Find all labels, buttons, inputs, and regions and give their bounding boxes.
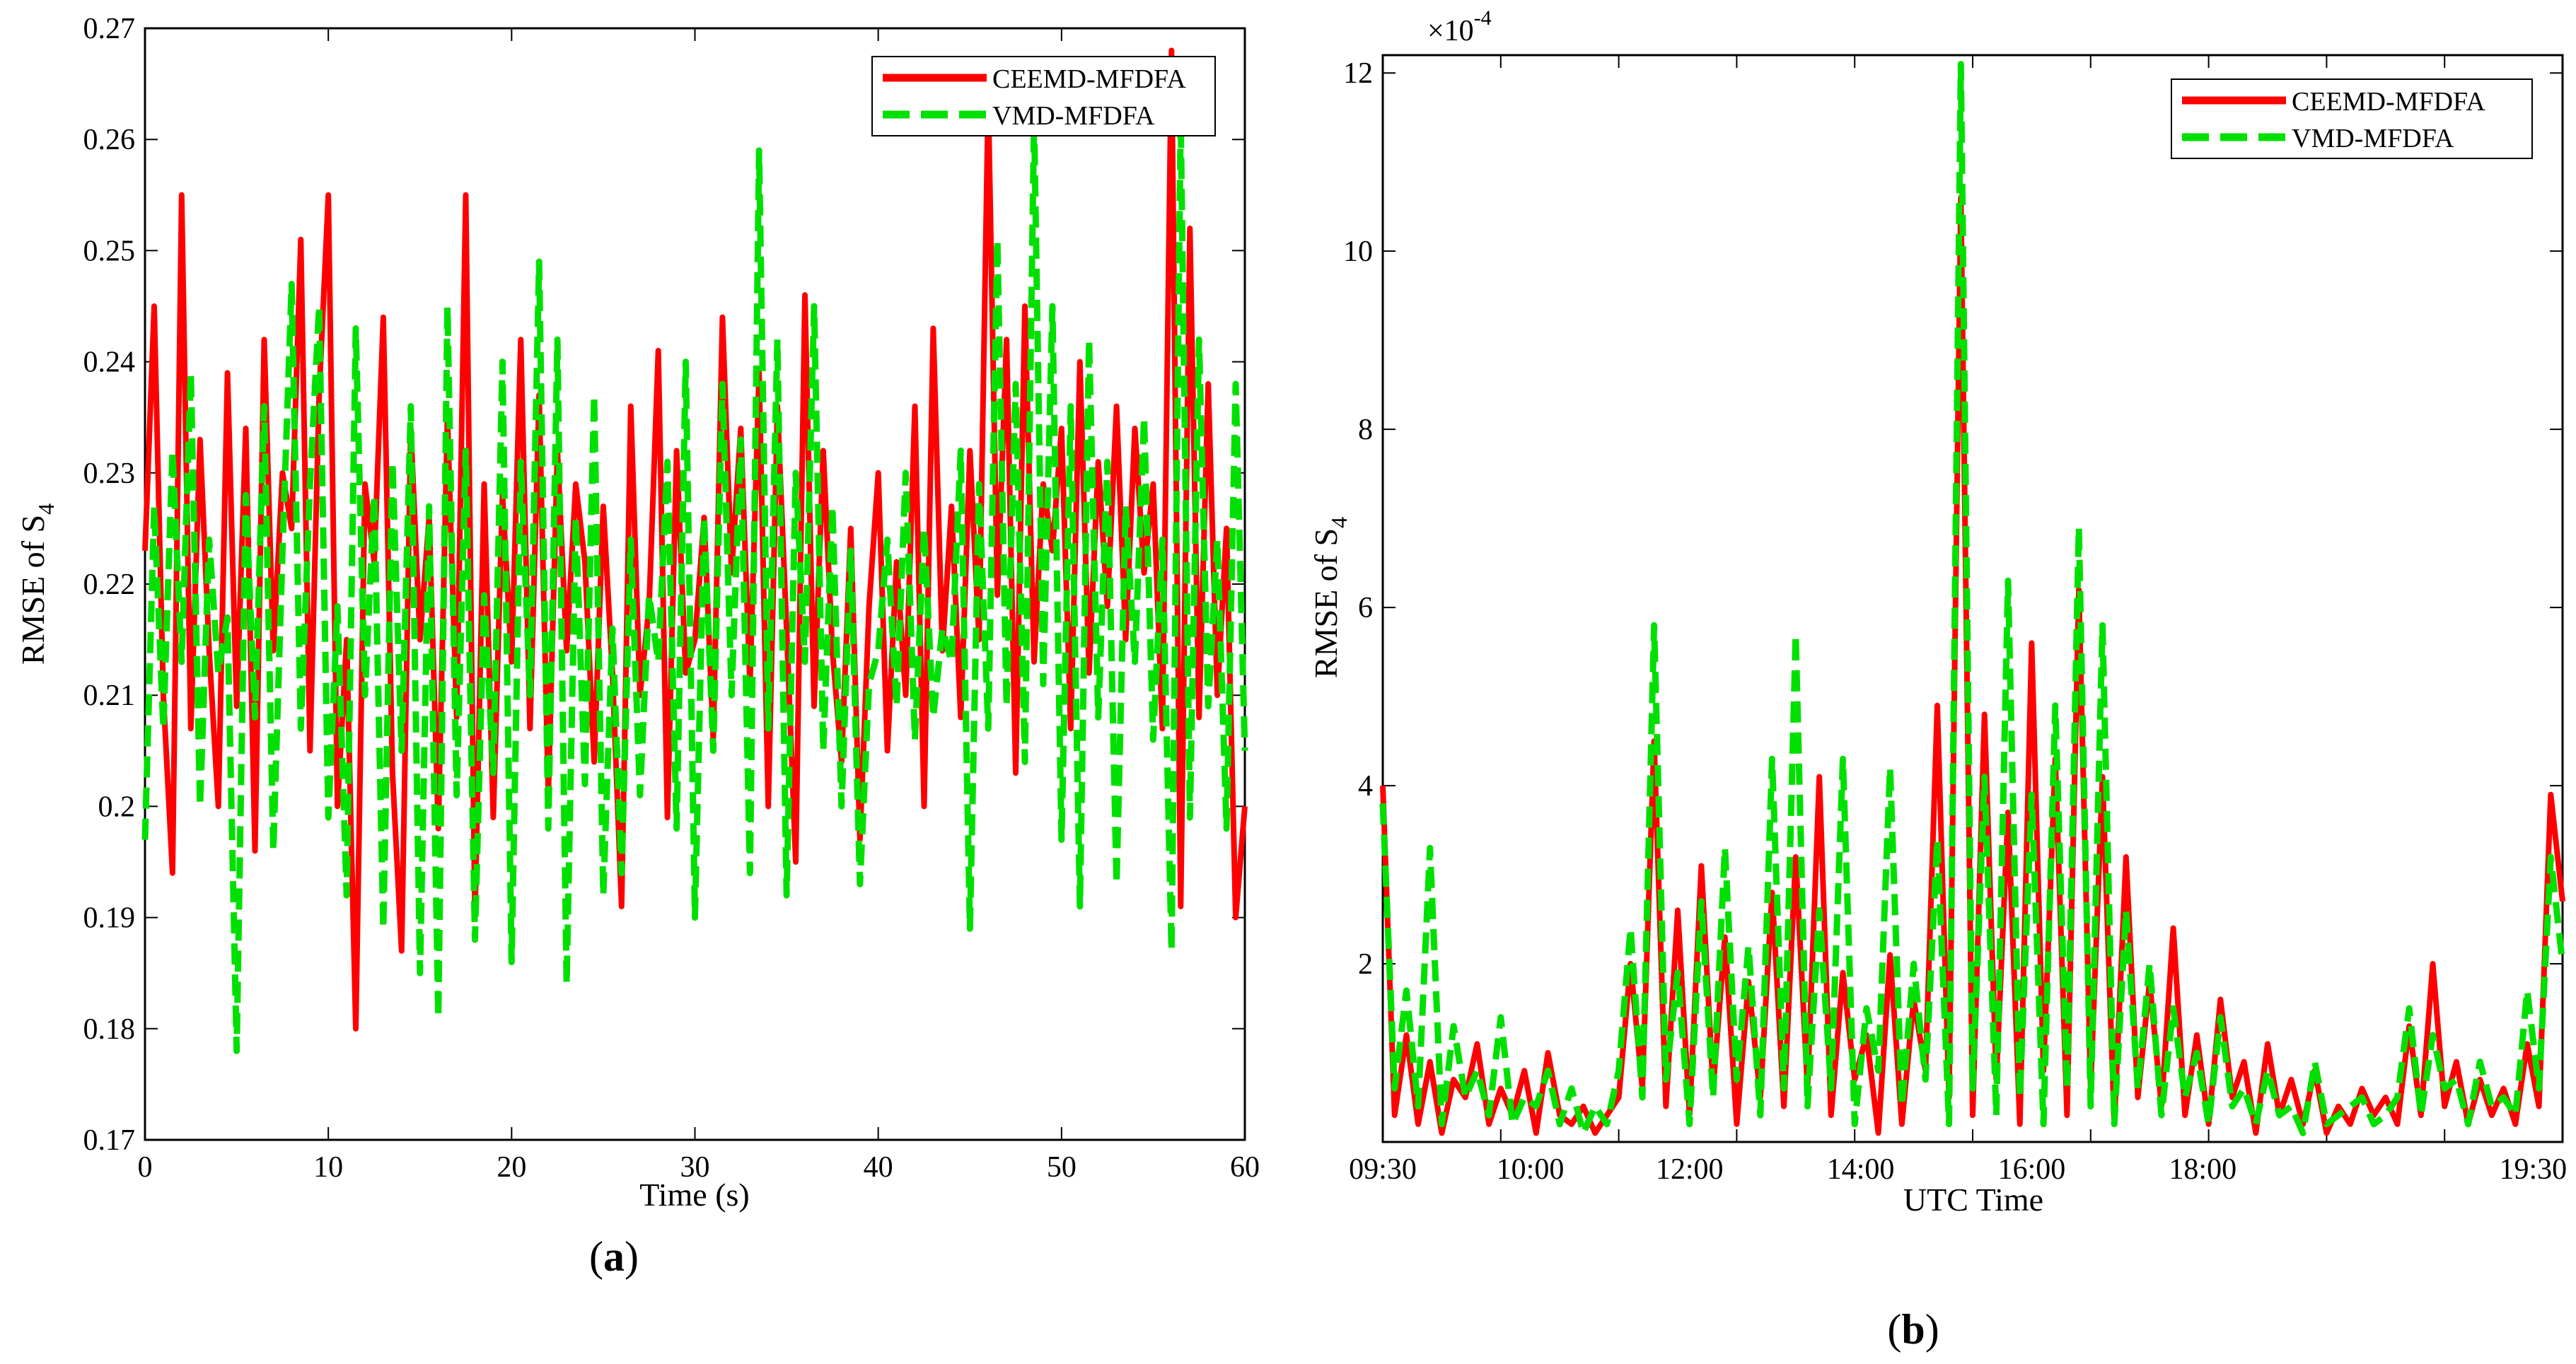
panel-label-a-letter: a [603, 1233, 625, 1280]
svg-text:RMSE of S4: RMSE of S4 [1308, 517, 1352, 678]
x-tick-label-b: 16:00 [1998, 1153, 2066, 1186]
x-tick-label-a: 20 [497, 1151, 526, 1184]
y-axis-label-a-sub: 4 [33, 503, 59, 515]
x-tick-label-b: 14:00 [1827, 1153, 1895, 1186]
x-axis-label-a: Time (s) [639, 1177, 750, 1213]
x-tick-label-b: 19:30 [2499, 1153, 2567, 1186]
y-tick-label-b: 8 [1358, 414, 1373, 446]
y-tick-label-b: 12 [1343, 57, 1373, 90]
legend-b: CEEMD-MFDFA VMD-MFDFA [2171, 78, 2533, 159]
y-tick-label-a: 0.25 [83, 235, 136, 267]
y-tick-label-b: 10 [1343, 235, 1373, 268]
y-exponent-label-b: ×10-4 [1427, 6, 1492, 47]
x-tick-label-a: 60 [1230, 1151, 1260, 1184]
y-tick-label-a: 0.23 [83, 457, 136, 490]
legend-label-ceemd-a: CEEMD-MFDFA [992, 64, 1186, 94]
y-tick-label-a: 0.2 [98, 791, 136, 823]
y-axis-label-a-main: RMSE of S [15, 515, 51, 665]
y-axis-label-b-sub: 4 [1326, 517, 1352, 528]
legend-box-a [871, 56, 1216, 136]
legend-label-vmd-a: VMD-MFDFA [992, 101, 1155, 131]
y-tick-label-b: 4 [1358, 770, 1373, 803]
axis-ticks-b [1382, 55, 2563, 1142]
y-axis-label-b-main: RMSE of S [1308, 528, 1344, 678]
y-tick-label-a: 0.21 [83, 680, 136, 712]
x-tick-label-a: 30 [680, 1151, 710, 1184]
y-tick-label-a: 0.19 [83, 902, 136, 935]
y-tick-label-a: 0.18 [83, 1013, 136, 1046]
y-tick-label-a: 0.22 [83, 569, 136, 601]
x-tick-label-b: 18:00 [2169, 1153, 2236, 1186]
panel-label-a: (a) [589, 1233, 639, 1280]
svg-text:RMSE of S4: RMSE of S4 [15, 503, 59, 665]
panel-label-b: (b) [1887, 1306, 1939, 1353]
series-line-vmd-b [1379, 61, 2566, 1136]
chart-panel-a: 0.17 0.18 0.19 0.2 0.21 0.22 0.23 0.24 0.25 0.26 0… [15, 13, 1260, 1280]
x-axis-label-b: UTC Time [1903, 1182, 2043, 1218]
y-exponent-power-b: -4 [1474, 6, 1492, 30]
tick-labels-b: 2 4 6 8 10 12 09:30 10:00 12:00 14:00 16:00 18:00 19… [1343, 57, 2567, 1186]
y-tick-label-a: 0.26 [83, 124, 136, 156]
series-group-b [1379, 61, 2566, 1136]
x-tick-label-b: 09:30 [1349, 1153, 1417, 1186]
legend-label-vmd-b: VMD-MFDFA [2292, 124, 2454, 153]
series-line-vmd-a [141, 114, 1248, 1054]
y-tick-label-b: 6 [1358, 592, 1373, 624]
legend-box-b [2171, 78, 2533, 159]
y-exponent-base-b: ×10 [1427, 15, 1474, 47]
tick-labels-a: 0.17 0.18 0.19 0.2 0.21 0.22 0.23 0.24 0.25 0.26 0… [83, 13, 1260, 1184]
legend-a: CEEMD-MFDFA VMD-MFDFA [871, 56, 1216, 136]
x-tick-label-b: 12:00 [1656, 1153, 1724, 1186]
x-tick-label-b: 10:00 [1497, 1153, 1565, 1186]
y-tick-label-a: 0.17 [83, 1124, 136, 1157]
plot-area-a [144, 27, 1246, 1141]
x-tick-label-a: 10 [313, 1151, 343, 1184]
y-tick-label-b: 2 [1358, 948, 1373, 981]
chart-panel-b: 2 4 6 8 10 12 09:30 10:00 12:00 14:00 16:00 18:00 19… [1308, 6, 2567, 1353]
y-axis-label-b: RMSE of S4 [1308, 517, 1352, 678]
legend-label-ceemd-b: CEEMD-MFDFA [2292, 87, 2485, 117]
x-tick-label-a: 50 [1047, 1151, 1077, 1184]
series-line-ceemd-a [142, 47, 1248, 1032]
x-tick-label-a: 0 [138, 1151, 153, 1184]
y-tick-label-a: 0.24 [83, 346, 136, 379]
x-tick-label-a: 40 [864, 1151, 893, 1184]
panel-label-b-letter: b [1901, 1306, 1925, 1353]
y-axis-label-a: RMSE of S4 [15, 503, 59, 665]
series-group-a [141, 47, 1248, 1054]
y-tick-label-a: 0.27 [83, 13, 136, 45]
